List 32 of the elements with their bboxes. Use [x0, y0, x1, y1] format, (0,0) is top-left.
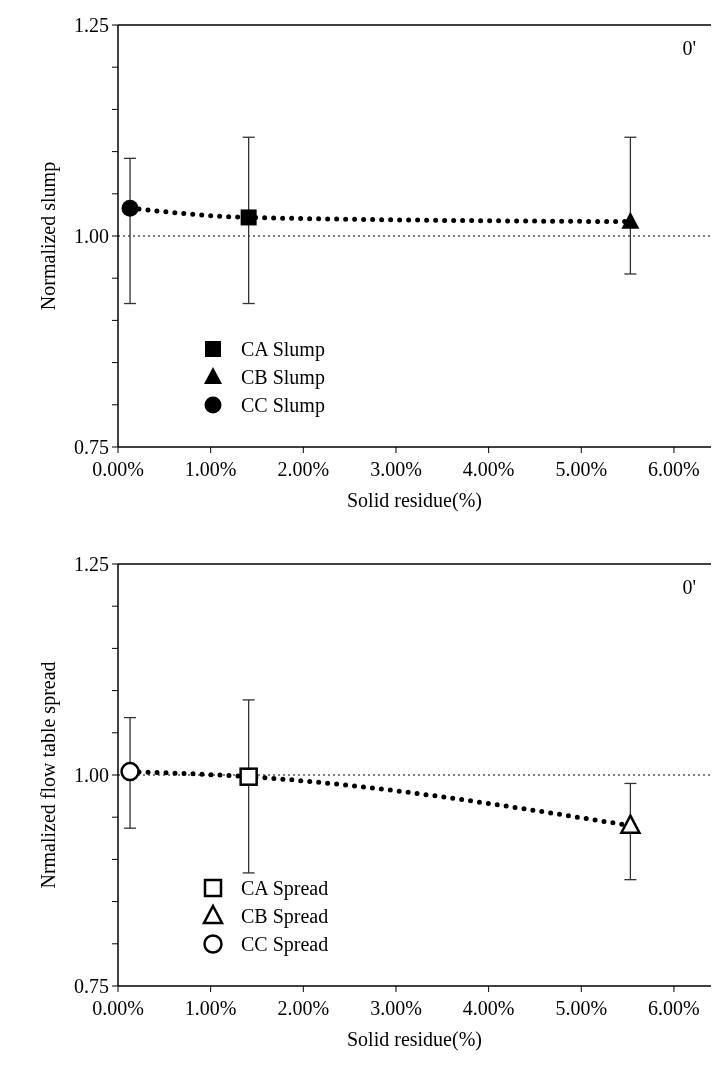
- x-tick-label: 5.00%: [555, 997, 608, 1019]
- x-tick-label: 3.00%: [370, 458, 422, 480]
- y-axis-title: Normalized slump: [37, 161, 60, 311]
- x-tick-label: 1.00%: [184, 997, 237, 1019]
- x-tick-label: 0.00%: [92, 458, 144, 480]
- x-tick-label: 1.00%: [184, 458, 237, 480]
- legend-label: CC Slump: [241, 394, 325, 417]
- y-tick-label: 1.25: [74, 14, 109, 36]
- y-tick-label: 1.00: [74, 764, 109, 786]
- x-tick-label: 2.00%: [277, 458, 330, 480]
- y-tick-label: 1.25: [74, 553, 109, 575]
- legend-label: CB Slump: [241, 366, 325, 389]
- annotation: 0': [682, 576, 696, 598]
- x-tick-label: 0.00%: [92, 997, 144, 1019]
- legend-label: CC Spread: [241, 933, 329, 956]
- x-tick-label: 2.00%: [277, 997, 330, 1019]
- x-tick-label: 5.00%: [555, 458, 608, 480]
- legend-label: CA Spread: [241, 877, 329, 900]
- legend-label: CA Slump: [241, 338, 325, 361]
- x-tick-label: 6.00%: [648, 997, 700, 1019]
- x-axis-title: Solid residue(%): [347, 1028, 482, 1051]
- legend-label: CB Spread: [241, 905, 329, 928]
- x-tick-label: 4.00%: [462, 458, 515, 480]
- y-axis-title: Nrmalized flow table spread: [37, 661, 60, 889]
- x-tick-label: 3.00%: [370, 997, 422, 1019]
- x-tick-label: 6.00%: [648, 458, 700, 480]
- y-tick-label: 0.75: [74, 975, 109, 997]
- y-tick-label: 0.75: [74, 436, 109, 458]
- x-axis-title: Solid residue(%): [347, 489, 482, 512]
- x-tick-label: 4.00%: [462, 997, 515, 1019]
- annotation: 0': [682, 37, 696, 59]
- y-tick-label: 1.00: [74, 225, 109, 247]
